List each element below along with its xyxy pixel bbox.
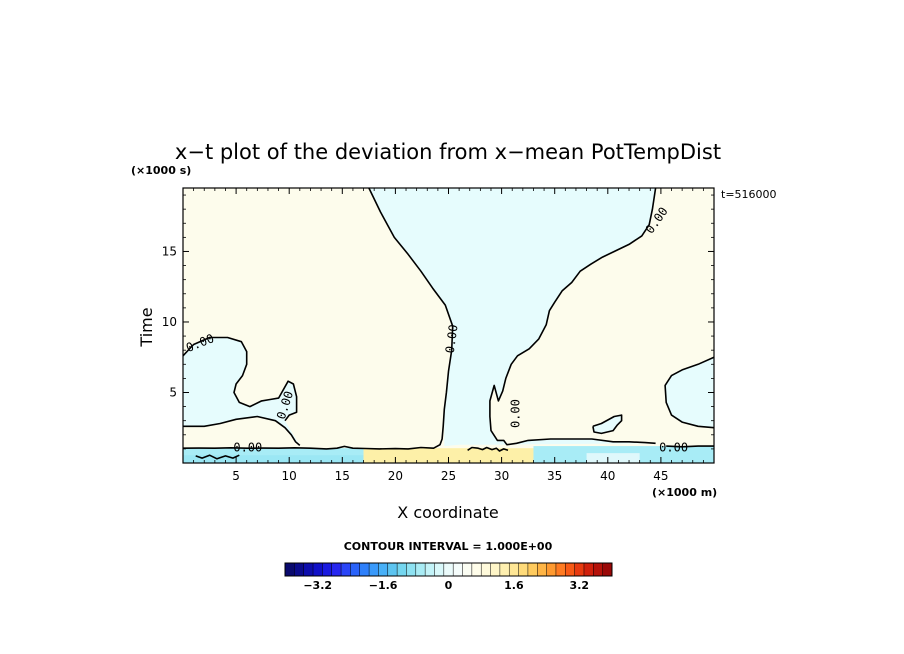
- colorbar-swatch: [518, 563, 529, 576]
- colorbar-swatch: [322, 563, 333, 576]
- colorbar-swatch: [527, 563, 538, 576]
- contour-line-zero: [489, 188, 657, 446]
- x-axis-label: X coordinate: [397, 503, 498, 522]
- colorbar: [284, 562, 613, 577]
- svg-text:0.00: 0.00: [659, 441, 688, 455]
- colorbar-tick-label: −1.6: [369, 579, 398, 592]
- colorbar-swatch: [303, 563, 314, 576]
- contour-line-zero: [183, 415, 301, 447]
- colorbar-swatch: [583, 563, 594, 576]
- y-tick-label: 10: [162, 315, 177, 329]
- colorbar-ticks: −3.2 −1.6 0 1.6 3.2: [303, 579, 589, 592]
- colorbar-swatch: [453, 563, 463, 576]
- colorbar-frame: [284, 562, 613, 577]
- x-tick-label: 40: [600, 469, 615, 483]
- colorbar-swatch: [443, 563, 454, 576]
- contour-line-zero: [183, 336, 298, 422]
- colorbar-swatch: [509, 563, 519, 576]
- x-axis: 5 10 15 20 25 30 35 40 45: [193, 188, 704, 483]
- colorbar-swatch: [313, 563, 323, 576]
- negative-region-left: [183, 337, 300, 446]
- colorbar-tick-label: 3.2: [570, 579, 590, 592]
- colorbar-tick-label: −3.2: [303, 579, 332, 592]
- svg-text:0.00: 0.00: [233, 441, 262, 455]
- colorbar-swatch: [341, 563, 351, 576]
- x-tick-label: 25: [441, 469, 456, 483]
- chart-title: x−t plot of the deviation from x−mean Po…: [175, 140, 721, 164]
- y-axis: 5 10 15: [162, 194, 714, 450]
- colorbar-swatch: [593, 563, 604, 576]
- contour-line-zero: [592, 414, 623, 435]
- colorbar-swatch: [434, 563, 445, 576]
- plot-area: 0.000.000.000.00 0.000.00 0.00: [183, 188, 714, 463]
- contour-label: 0.00: [659, 441, 688, 455]
- negative-region-right: [665, 357, 714, 428]
- colorbar-swatch: [350, 563, 361, 576]
- contour-line-zero: [195, 454, 240, 460]
- y-units-label: (×1000 s): [131, 164, 191, 177]
- y-axis-label: Time: [137, 307, 156, 347]
- colorbar-swatch: [359, 563, 370, 576]
- contour-label: 0.00: [443, 324, 461, 355]
- colorbar-swatch: [397, 563, 407, 576]
- colorbar-tick-label: 1.6: [504, 579, 524, 592]
- colorbar-swatch: [425, 563, 435, 576]
- colorbar-swatch: [415, 563, 426, 576]
- colorbar-swatch: [574, 563, 585, 576]
- x-tick-label: 10: [282, 469, 297, 483]
- contour-label: 0.00: [508, 399, 522, 428]
- x-tick-label: 15: [335, 469, 350, 483]
- x-tick-label: 5: [232, 469, 240, 483]
- colorbar-swatch: [490, 563, 501, 576]
- contour-line-zero: [666, 445, 714, 448]
- colorbar-swatch: [565, 563, 576, 576]
- colorbar-swatch: [471, 563, 482, 576]
- colorbar-swatch: [462, 563, 473, 576]
- contour-label: 0.00: [233, 441, 262, 455]
- colorbar-swatch: [481, 563, 491, 576]
- colorbar-swatch: [555, 563, 566, 576]
- colorbar-swatch: [546, 563, 557, 576]
- low-level-light-patch: [586, 453, 640, 463]
- colorbar-swatch: [285, 563, 295, 576]
- contour-line-zero: [664, 356, 714, 429]
- colorbar-swatch: [537, 563, 547, 576]
- y-tick-label: 5: [169, 385, 177, 399]
- colorbar-swatch: [499, 563, 510, 576]
- negative-region-center: [368, 188, 656, 447]
- x-tick-label: 45: [653, 469, 668, 483]
- svg-text:0.00: 0.00: [443, 324, 461, 355]
- colorbar-swatch: [294, 563, 305, 576]
- colorbar-tick-label: 0: [445, 579, 453, 592]
- svg-text:0.00: 0.00: [508, 399, 522, 428]
- x-tick-label: 30: [494, 469, 509, 483]
- time-label: t=516000: [721, 188, 777, 201]
- x-units-label: (×1000 m): [652, 486, 717, 499]
- contour-interval-label: CONTOUR INTERVAL = 1.000E+00: [344, 540, 553, 553]
- colorbar-swatch: [331, 563, 342, 576]
- contour-line-zero: [467, 446, 509, 452]
- colorbar-swatch: [369, 563, 379, 576]
- y-tick-label: 15: [162, 244, 177, 258]
- colorbar-swatch: [387, 563, 398, 576]
- low-level-negative-left-strong: [183, 455, 364, 463]
- colorbar-swatch: [378, 563, 389, 576]
- colorbar-swatch: [602, 563, 613, 576]
- low-level-positive-center: [363, 448, 534, 463]
- x-tick-label: 35: [547, 469, 562, 483]
- contour-line-zero: [183, 188, 454, 450]
- x-tick-label: 20: [388, 469, 403, 483]
- colorbar-swatch: [406, 563, 417, 576]
